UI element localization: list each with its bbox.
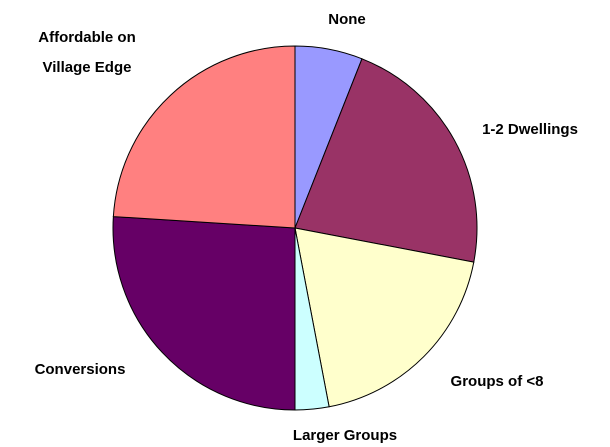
pie-slice: [112, 45, 296, 229]
slice-label: Conversions: [35, 361, 126, 378]
pie-slice: [112, 216, 296, 411]
pie-slice: [294, 227, 475, 408]
slice-label: Groups of <8: [451, 373, 544, 390]
slice-label: Affordable on Village Edge: [38, 29, 136, 76]
slice-label: 1-2 Dwellings: [482, 121, 578, 138]
slice-label: Larger Groups: [293, 427, 397, 444]
slice-label: None: [328, 11, 366, 28]
pie-slice: [294, 58, 478, 263]
